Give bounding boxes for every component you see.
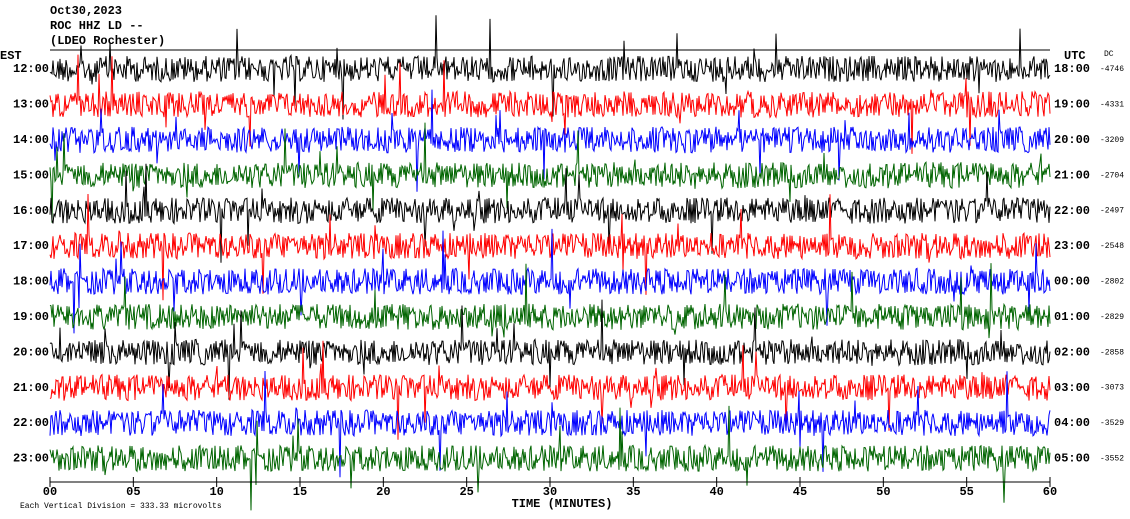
est-label: 21:00	[13, 381, 49, 395]
dc-value: -4746	[1100, 65, 1124, 74]
est-label: 19:00	[13, 310, 49, 324]
utc-label: 19:00	[1054, 98, 1090, 112]
utc-label: 05:00	[1054, 452, 1090, 466]
utc-label: 01:00	[1054, 310, 1090, 324]
left-axis-label: EST	[0, 49, 22, 63]
est-label: 22:00	[13, 416, 49, 430]
trace	[49, 89, 1051, 192]
x-tick-label: 15	[293, 485, 307, 499]
est-label: 20:00	[13, 345, 49, 359]
trace	[49, 340, 1051, 440]
trace	[49, 193, 1051, 301]
x-axis-title: TIME (MINUTES)	[512, 497, 613, 511]
trace	[49, 370, 1051, 478]
x-tick-label: 60	[1043, 485, 1057, 499]
dc-value: -2704	[1100, 171, 1124, 180]
utc-label: 18:00	[1054, 62, 1090, 76]
x-tick-label: 25	[459, 485, 473, 499]
footnote: Each Vertical Division = 333.33 microvol…	[20, 502, 222, 511]
dc-value: -2829	[1100, 313, 1124, 322]
dc-value: -3209	[1100, 136, 1124, 145]
est-label: 12:00	[13, 62, 49, 76]
utc-label: 21:00	[1054, 168, 1090, 182]
utc-label: 04:00	[1054, 416, 1090, 430]
dc-label: DC	[1104, 50, 1114, 59]
dc-value: -3552	[1100, 455, 1124, 464]
utc-label: 02:00	[1054, 345, 1090, 359]
est-label: 14:00	[13, 133, 49, 147]
est-label: 17:00	[13, 239, 49, 253]
x-tick-label: 50	[876, 485, 890, 499]
x-tick-label: 55	[959, 485, 973, 499]
trace	[49, 405, 1051, 511]
trace	[49, 15, 1051, 120]
trace	[49, 228, 1051, 334]
x-tick-label: 10	[209, 485, 223, 499]
trace	[49, 54, 1051, 154]
x-tick-label: 40	[709, 485, 723, 499]
title-line: (LDEO Rochester)	[50, 34, 165, 48]
utc-label: 23:00	[1054, 239, 1090, 253]
utc-label: 03:00	[1054, 381, 1090, 395]
trace	[49, 163, 1051, 263]
est-label: 23:00	[13, 452, 49, 466]
right-axis-label: UTC	[1064, 49, 1086, 63]
est-label: 16:00	[13, 204, 49, 218]
utc-label: 20:00	[1054, 133, 1090, 147]
x-tick-label: 45	[793, 485, 807, 499]
x-tick-label: 00	[43, 485, 57, 499]
title-line: Oct30,2023	[50, 4, 122, 18]
dc-value: -4331	[1100, 101, 1124, 110]
dc-value: -2548	[1100, 242, 1124, 251]
utc-label: 00:00	[1054, 275, 1090, 289]
trace	[49, 299, 1051, 400]
x-tick-label: 35	[626, 485, 640, 499]
trace	[49, 122, 1051, 223]
x-tick-label: 05	[126, 485, 140, 499]
x-tick-label: 30	[543, 485, 557, 499]
traces	[49, 15, 1051, 511]
x-tick-label: 20	[376, 485, 390, 499]
est-label: 15:00	[13, 168, 49, 182]
dc-value: -3529	[1100, 419, 1124, 428]
est-label: 13:00	[13, 98, 49, 112]
title-line: ROC HHZ LD --	[50, 19, 144, 33]
dc-value: -3073	[1100, 384, 1124, 393]
est-label: 18:00	[13, 275, 49, 289]
utc-label: 22:00	[1054, 204, 1090, 218]
dc-value: -2802	[1100, 278, 1124, 287]
dc-value: -2497	[1100, 207, 1124, 216]
trace	[49, 263, 1051, 339]
dc-value: -2858	[1100, 348, 1124, 357]
